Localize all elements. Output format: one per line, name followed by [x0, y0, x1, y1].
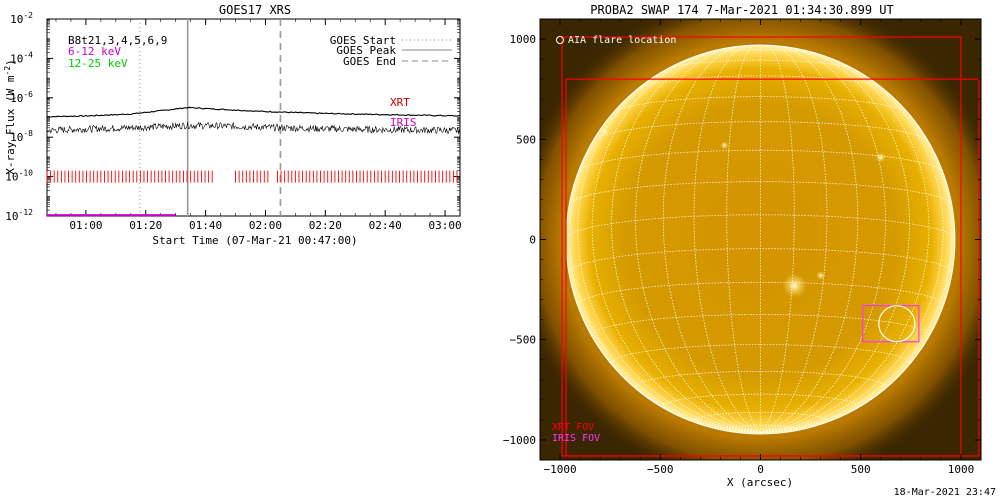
latitude-line — [592, 121, 929, 142]
y-axis-ticks: 10-2 10-4 10-6 10-8 10-10 10-12 — [5, 11, 460, 223]
active-region — [816, 271, 826, 280]
goes-xrs-chart: GOES17 XRS 10-2 10-4 10-6 10-8 10-10 10-12 01… — [3, 3, 462, 247]
x-tick-label: 03:00 — [428, 219, 461, 232]
y-tick-label: 500 — [516, 133, 536, 146]
legend-label-start: GOES Start — [330, 34, 396, 47]
latitude-line — [726, 424, 795, 430]
y-axis-label: X-ray Flux (W m-2) — [3, 59, 17, 175]
flux-series — [46, 106, 461, 135]
image-title: PROBA2 SWAP 174 7-Mar-2021 01:34:30.899 … — [590, 3, 893, 17]
x-axis-ticks: −1000 −500 0 500 1000 — [539, 19, 982, 476]
latitude-line — [568, 181, 953, 206]
longitude-line — [760, 47, 910, 433]
flux-line-long — [46, 106, 461, 118]
x-tick-label: −1000 — [543, 463, 576, 476]
longitude-line — [760, 45, 859, 433]
info-box: B8t21,3,4,5,6,9 6-12 keV 12-25 keV — [68, 34, 167, 70]
longitude-line — [662, 45, 761, 433]
instrument-coverage — [46, 170, 458, 217]
x-tick-label: 01:00 — [69, 219, 102, 232]
active-regions — [598, 125, 886, 298]
x-tick-label: 01:40 — [189, 219, 222, 232]
goes-event-lines — [139, 19, 282, 216]
y-axis-ticks: −1000 −500 0 500 1000 — [503, 18, 981, 461]
heliographic-grid — [566, 45, 955, 433]
active-region — [720, 141, 729, 150]
info-line-high-energy: 12-25 keV — [68, 57, 128, 70]
y-tick-label: 10-12 — [5, 208, 33, 223]
latitude-line — [577, 149, 944, 173]
xrt-fov-box — [565, 78, 980, 457]
xrt-fov-label: XRT FOV — [552, 422, 594, 433]
x-axis-label: X (arcsec) — [727, 476, 793, 489]
longitude-line — [726, 45, 761, 433]
y-tick-label: 10-2 — [10, 11, 33, 26]
iris-fov-box — [862, 305, 920, 343]
longitude-line — [577, 57, 761, 433]
info-line-bits: B8t21,3,4,5,6,9 — [68, 34, 167, 47]
legend-label-end: GOES End — [343, 55, 396, 68]
render-timestamp: 18-Mar-2021 23:47 — [893, 487, 996, 498]
legend: GOES Start GOES Peak GOES End — [330, 34, 452, 68]
flare-location-marker — [878, 305, 916, 343]
x-tick-label: 1000 — [948, 463, 975, 476]
flare-legend: AIA flare location — [556, 35, 676, 46]
x-tick-label: 02:00 — [249, 219, 282, 232]
longitude-line — [760, 45, 828, 433]
flare-legend-symbol — [556, 36, 564, 44]
x-tick-label: 01:20 — [129, 219, 162, 232]
x-tick-label: 500 — [851, 463, 871, 476]
chart-title: GOES17 XRS — [219, 3, 291, 17]
latitude-line — [637, 75, 884, 90]
longitude-line — [611, 47, 761, 433]
x-axis-ticks: 01:00 01:20 01:40 02:00 02:20 02:40 03:00 — [55, 19, 462, 232]
y-tick-label: 1000 — [510, 33, 537, 46]
x-tick-label: 02:20 — [309, 219, 342, 232]
legend-label-peak: GOES Peak — [336, 44, 396, 57]
active-region — [782, 273, 807, 298]
y-tick-label: 0 — [529, 234, 536, 247]
info-line-low-energy: 6-12 keV — [68, 45, 121, 58]
x-axis-label: Start Time (07-Mar-21 00:47:00) — [152, 234, 357, 247]
y-tick-label: 10-6 — [10, 90, 33, 105]
y-tick-label: 10-10 — [5, 169, 33, 184]
flux-line-short — [46, 121, 461, 135]
y-tick-label: −1000 — [503, 434, 536, 447]
xrt-label: XRT — [390, 96, 410, 109]
y-tick-label: 10-4 — [10, 50, 33, 65]
iris-fov-label: IRIS FOV — [552, 433, 600, 444]
active-region — [875, 152, 886, 163]
longitude-line — [760, 45, 795, 433]
latitude-line — [698, 49, 823, 56]
y-tick-label: 10-8 — [10, 129, 33, 144]
x-tick-label: −500 — [647, 463, 674, 476]
latitude-line — [612, 96, 909, 114]
x-tick-label: 02:40 — [369, 219, 402, 232]
longitude-line — [693, 45, 761, 433]
swap-solar-image: PROBA2 SWAP 174 7-Mar-2021 01:34:30.899 … — [503, 3, 982, 489]
latitude-line — [566, 214, 955, 240]
x-tick-label: 0 — [757, 463, 764, 476]
flare-legend-label: AIA flare location — [568, 35, 676, 46]
iris-label: IRIS — [390, 116, 417, 129]
fov-boxes — [561, 36, 980, 457]
y-tick-label: −500 — [510, 334, 537, 347]
longitude-line — [760, 57, 944, 433]
